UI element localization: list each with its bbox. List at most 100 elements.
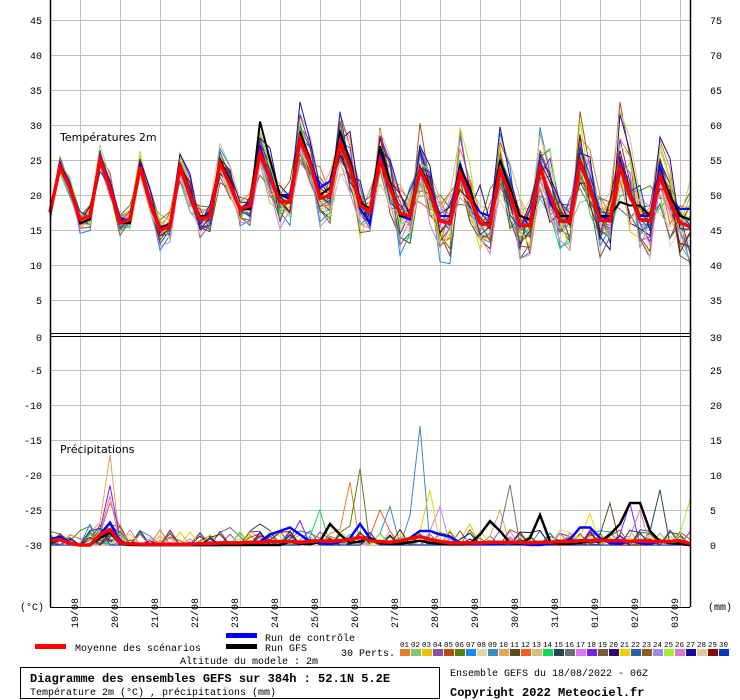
precip-right-tick-label: 5	[710, 507, 716, 518]
pert-color-swatch-22	[631, 649, 641, 656]
grid	[50, 0, 690, 607]
date-tick-label: 02/09	[630, 598, 642, 628]
pert-color-swatch-30	[719, 649, 729, 656]
pert-number-21: 21	[620, 642, 630, 650]
pert-color-swatch-08	[477, 649, 487, 656]
date-tick-label: 01/09	[590, 598, 602, 628]
pert-color-swatch-16	[565, 649, 575, 656]
pert-number-12: 12	[521, 642, 530, 650]
pert-number-16: 16	[565, 642, 575, 650]
pert-number-08: 08	[477, 642, 486, 650]
pert-color-swatch-11	[510, 649, 520, 656]
precip-right-tick-label: 15	[710, 437, 722, 448]
pert-color-swatch-24	[653, 649, 663, 656]
pert-color-swatch-06	[455, 649, 465, 656]
pert-color-swatch-28	[697, 649, 707, 656]
copyright: Copyright 2022 Meteociel.fr	[450, 686, 644, 700]
temp-right-tick-label: 50	[710, 192, 722, 203]
date-tick-label: 30/08	[510, 598, 522, 628]
temp-right-tick-label: 70	[710, 52, 722, 63]
date-tick-label: 22/08	[190, 598, 202, 628]
ensemble-members	[49, 101, 691, 547]
gfs-legend-swatch	[226, 644, 257, 649]
right-tick-label: 30	[710, 334, 722, 345]
altitude-label: Altitude du modele : 2m	[180, 656, 318, 668]
info-box	[20, 667, 440, 699]
precip-tick-label: -25	[24, 507, 42, 518]
precip-tick-label: -5	[30, 367, 42, 378]
pert-number-24: 24	[653, 642, 663, 650]
temp-tick-label: 0	[36, 334, 42, 345]
pert-number-17: 17	[576, 642, 585, 650]
pert-color-swatch-21	[620, 649, 630, 656]
pert-color-swatch-18	[587, 649, 597, 656]
pert-number-29: 29	[708, 642, 717, 650]
pert-color-swatch-02	[411, 649, 421, 656]
temp-right-tick-label: 35	[710, 297, 722, 308]
perturbation-legend: 01 02 03 04 05 06 07 08 09 10 11 12 13 14 15 16 17 18 19 20…	[400, 642, 729, 656]
pert-color-swatch-15	[554, 649, 564, 656]
pert-number-10: 10	[499, 642, 509, 650]
pert-color-swatch-25	[664, 649, 674, 656]
pert-color-swatch-14	[543, 649, 553, 656]
pert-color-swatch-20	[609, 649, 619, 656]
pert-color-swatch-19	[598, 649, 608, 656]
temperature-unit-label: (°C)	[20, 602, 44, 614]
precip-tick-label: -30	[24, 542, 42, 553]
pert-number-06: 06	[455, 642, 465, 650]
pert-color-swatch-07	[466, 649, 476, 656]
temp-tick-label: 45	[30, 17, 42, 28]
date-tick-label: 03/09	[670, 598, 682, 628]
pert-number-03: 03	[422, 642, 432, 650]
temperature-panel-title: Températures 2m	[59, 131, 157, 144]
pert-color-swatch-29	[708, 649, 718, 656]
pert-number-11: 11	[510, 642, 520, 650]
temp-right-tick-label: 40	[710, 262, 722, 273]
temp-tick-label: 5	[36, 297, 42, 308]
precip-right-tick-label: 0	[710, 542, 716, 553]
pert-number-25: 25	[664, 642, 674, 650]
pert-number-13: 13	[532, 642, 542, 650]
pert-number-07: 07	[466, 642, 475, 650]
mean-legend-swatch	[35, 644, 66, 649]
date-tick-label: 31/08	[550, 598, 562, 628]
temp-tick-label: 10	[30, 262, 42, 273]
perts-label: 30 Perts.	[341, 649, 395, 660]
precip-right-tick-label: 20	[710, 402, 722, 413]
diagram-title: Diagramme des ensembles GEFS sur 384h : …	[30, 672, 390, 686]
date-tick-label: 24/08	[270, 598, 282, 628]
pert-number-28: 28	[697, 642, 706, 650]
pert-color-swatch-17	[576, 649, 586, 656]
pert-number-14: 14	[543, 642, 553, 650]
axes	[49, 0, 692, 608]
date-tick-label: 19/08	[70, 598, 82, 628]
temp-mean-line	[48, 132, 691, 233]
temp-tick-label: 30	[30, 122, 42, 133]
date-tick-label: 20/08	[110, 598, 122, 628]
precip-mean-line	[49, 527, 691, 547]
date-tick-label: 27/08	[390, 598, 402, 628]
pert-number-09: 09	[488, 642, 497, 650]
temp-right-tick-label: 65	[710, 87, 722, 98]
pert-color-swatch-13	[532, 649, 542, 656]
precipitation-panel-title: Précipitations	[60, 443, 135, 456]
date-tick-label: 29/08	[470, 598, 482, 628]
pert-color-swatch-26	[675, 649, 685, 656]
pert-number-05: 05	[444, 642, 454, 650]
temp-right-tick-label: 60	[710, 122, 722, 133]
gfs-legend-label: Run GFS	[265, 644, 307, 655]
precip-tick-label: -20	[24, 472, 42, 483]
pert-number-04: 04	[433, 642, 443, 650]
temp-tick-label: 25	[30, 157, 42, 168]
precipitation-unit-label: (mm)	[708, 602, 732, 614]
precip-tick-label: -10	[24, 402, 42, 413]
pert-color-swatch-04	[433, 649, 443, 656]
precip-right-tick-label: 10	[710, 472, 722, 483]
pert-number-23: 23	[642, 642, 652, 650]
pert-number-02: 02	[411, 642, 420, 650]
date-tick-label: 21/08	[150, 598, 162, 628]
temp-tick-label: 35	[30, 87, 42, 98]
date-tick-label: 26/08	[350, 598, 362, 628]
